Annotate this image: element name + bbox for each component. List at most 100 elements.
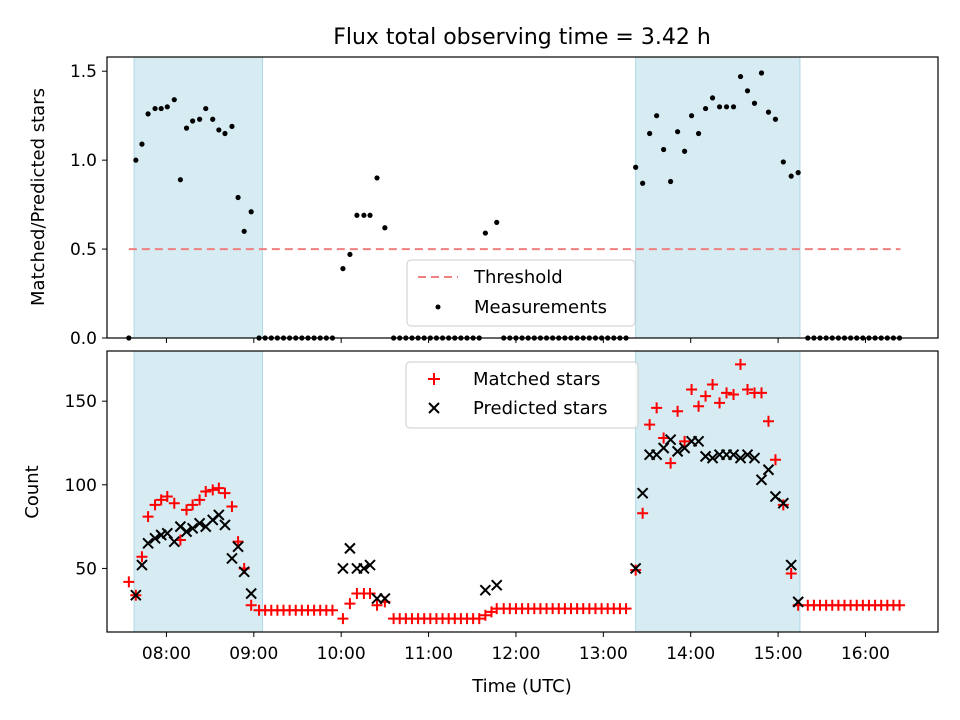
matched-star-point xyxy=(707,378,719,390)
predicted-star-point xyxy=(479,584,492,596)
predicted-star-point xyxy=(226,552,238,565)
measurement-point xyxy=(661,146,667,153)
predicted-star-point xyxy=(671,445,684,458)
matched-legend-swatch xyxy=(428,373,440,385)
matched-star-point xyxy=(181,504,193,516)
top-observing-windows xyxy=(133,56,801,339)
predicted-star-point xyxy=(238,566,250,578)
measurement-point xyxy=(765,109,772,115)
top-panel: 0.0 0.5 1.0 1.5 Matched/Predicted stars Thr… xyxy=(28,56,939,349)
predicted-star-point xyxy=(168,535,180,548)
matched-star-point xyxy=(785,567,797,579)
measurement-point xyxy=(190,118,196,124)
matched-star-point xyxy=(326,604,338,616)
predicted-star-point xyxy=(762,464,775,476)
measurement-point xyxy=(145,111,151,117)
predicted-star-point xyxy=(364,559,376,571)
predicted-star-point xyxy=(792,596,804,608)
bottom-plot-frame xyxy=(106,350,939,633)
matched-star-point xyxy=(644,419,656,431)
measurement-point xyxy=(675,129,681,135)
bottom-y-tick-label: 100 xyxy=(65,476,97,496)
predicted-star-point xyxy=(785,559,797,571)
measurement-point xyxy=(229,123,235,129)
measurement-point xyxy=(494,219,500,225)
matched-star-point xyxy=(136,551,148,563)
measurement-point xyxy=(788,173,794,179)
matched-star-point xyxy=(364,588,376,600)
predicted-star-point xyxy=(337,562,349,575)
matched-legend-label: Matched stars xyxy=(473,369,600,390)
top-legend: Threshold Measurements xyxy=(406,259,636,327)
measurement-point xyxy=(164,104,170,110)
matched-star-point xyxy=(161,491,173,503)
matched-star-point xyxy=(637,507,649,519)
predicted-star-point xyxy=(491,579,503,591)
matched-star-point xyxy=(728,388,740,400)
x-tick-label: 14:00 xyxy=(666,644,715,664)
predicted-star-point xyxy=(142,537,154,550)
matched-star-point xyxy=(777,499,789,511)
predicted-star-point xyxy=(213,509,225,521)
measurement-point xyxy=(152,105,158,112)
matched-star-point xyxy=(155,494,167,506)
measurement-point xyxy=(640,180,646,186)
matched-star-point xyxy=(630,564,642,576)
matched-star-point xyxy=(742,383,754,395)
measurement-point xyxy=(367,212,373,218)
bottom-panel: 08:00 09:00 10:00 11:00 12:00 13:00 14:00 15:00… xyxy=(22,350,939,697)
matched-star-point xyxy=(894,599,906,611)
predicted-star-point xyxy=(180,525,193,538)
matched-star-point xyxy=(693,400,705,412)
measurement-point xyxy=(780,159,786,165)
measurement-point xyxy=(633,164,639,170)
matched-star-point xyxy=(672,405,684,417)
measurements-legend-swatch xyxy=(435,304,441,310)
measurement-point xyxy=(744,88,751,94)
measurement-point xyxy=(241,228,247,234)
predicted-star-point xyxy=(664,433,677,446)
top-plot-frame xyxy=(106,56,939,339)
matched-star-point xyxy=(762,415,774,427)
observing-window-2 xyxy=(635,56,801,339)
matched-star-point xyxy=(700,390,712,402)
measurement-point xyxy=(709,95,716,101)
bottom-y-tick-label: 50 xyxy=(75,559,97,579)
matched-star-point xyxy=(651,402,663,414)
measurement-point xyxy=(177,177,184,183)
measurement-point xyxy=(139,141,145,147)
predicted-star-point xyxy=(358,562,370,575)
matched-star-point xyxy=(200,486,212,497)
predicted-star-point xyxy=(741,448,754,461)
matched-star-point xyxy=(479,609,491,621)
predicted-star-point xyxy=(379,592,391,605)
top-y-tick-label: 1.5 xyxy=(70,62,97,82)
top-y-axis: 0.0 0.5 1.0 1.5 xyxy=(70,62,107,349)
measurement-point xyxy=(158,105,164,112)
matched-star-point xyxy=(123,576,135,588)
top-legend-box xyxy=(406,259,636,327)
matched-star-point xyxy=(149,499,161,511)
matched-star-point xyxy=(371,599,383,611)
measurement-point xyxy=(171,97,177,103)
predicted-stars-series xyxy=(130,433,804,608)
measurement-point xyxy=(730,104,737,110)
predicted-star-point xyxy=(232,540,244,553)
bottom-legend: Matched stars Predicted stars xyxy=(405,361,639,429)
measurement-point xyxy=(695,130,702,137)
measurement-point xyxy=(203,105,209,112)
x-tick-label: 09:00 xyxy=(229,644,278,664)
measurement-point xyxy=(382,225,388,231)
observing-window-1 xyxy=(133,350,264,633)
matched-star-point xyxy=(686,383,698,395)
predicted-star-point xyxy=(727,448,740,461)
measurements-legend-label: Measurements xyxy=(474,297,607,318)
measurement-point xyxy=(751,100,758,106)
top-y-axis-label: Matched/Predicted stars xyxy=(28,88,49,306)
x-tick-label: 11:00 xyxy=(404,644,453,664)
matched-star-point xyxy=(226,501,238,513)
measurement-point xyxy=(347,251,353,258)
predicted-star-point xyxy=(193,517,206,529)
measurement-point xyxy=(210,116,216,122)
matched-star-point xyxy=(714,397,726,409)
